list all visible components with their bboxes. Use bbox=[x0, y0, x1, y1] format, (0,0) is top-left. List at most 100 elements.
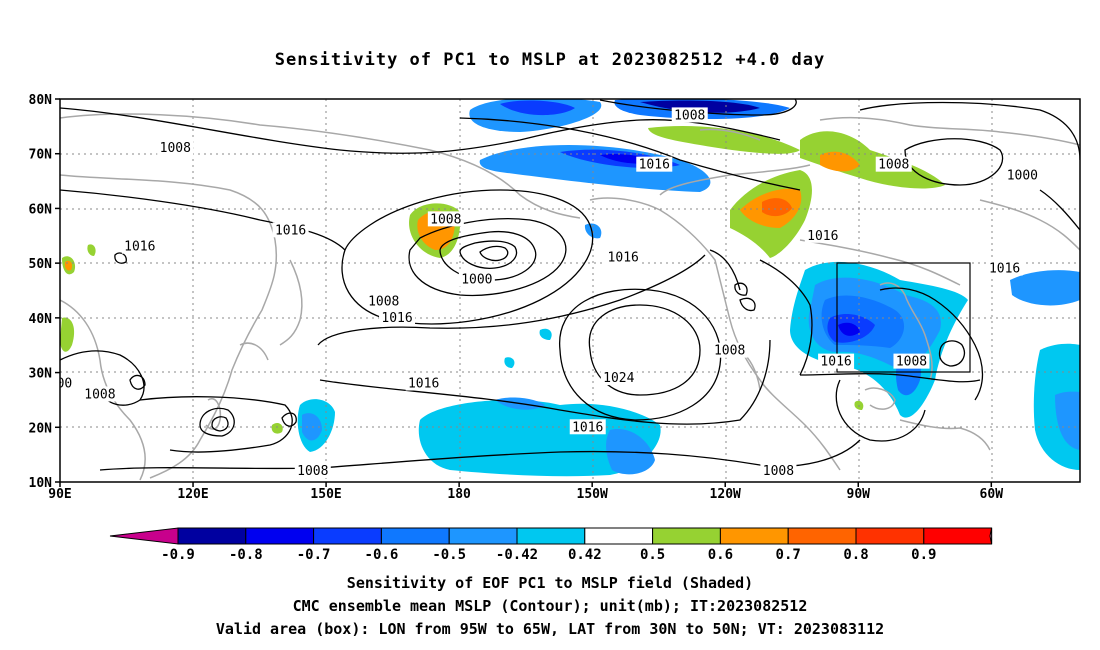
caption-contour: CMC ensemble mean MSLP (Contour); unit(m… bbox=[292, 597, 808, 615]
colorbar-swatch bbox=[380, 527, 450, 545]
contour-label-bg bbox=[379, 309, 416, 325]
contour-label: 1016 bbox=[124, 240, 155, 255]
caption-valid-area: Valid area (box): LON from 95W to 65W, L… bbox=[215, 620, 885, 638]
lat-tick-label: 70N bbox=[29, 148, 53, 163]
lon-tick-label: 180 bbox=[447, 487, 471, 502]
contour-label: 1016 bbox=[820, 355, 851, 370]
lat-tick-label: 60N bbox=[29, 202, 53, 217]
lat-tick-label: 10N bbox=[29, 476, 53, 491]
contour-label-bg bbox=[893, 353, 930, 369]
lon-tick-label: 150W bbox=[577, 487, 608, 502]
shade-negative bbox=[504, 357, 515, 368]
colorbar-label: -0.6 bbox=[365, 547, 399, 563]
contour-label-bg bbox=[760, 463, 797, 479]
contour-label-bg bbox=[804, 227, 841, 243]
contour-label: 1024 bbox=[603, 371, 634, 386]
contour-label-bg bbox=[365, 293, 402, 309]
colorbar-swatch bbox=[313, 527, 382, 545]
lon-tick-label: 60W bbox=[980, 487, 1004, 502]
colorbar-label: 0.5 bbox=[640, 547, 665, 563]
shade-negative bbox=[1010, 270, 1080, 306]
shade-negative bbox=[640, 100, 760, 113]
colorbar-label: -0.9 bbox=[161, 547, 195, 563]
contour-label-bg bbox=[636, 156, 673, 172]
lat-tick-label: 30N bbox=[29, 367, 53, 382]
contour-label-bg bbox=[121, 238, 158, 254]
contour-label-bg bbox=[294, 463, 331, 479]
contour-label: 1016 bbox=[639, 158, 670, 173]
contour-label-bg bbox=[600, 370, 637, 386]
contour-label: 1008 bbox=[368, 294, 399, 309]
contour-label: 1016 bbox=[807, 229, 838, 244]
contour-label-bg bbox=[671, 107, 708, 123]
plot-frame bbox=[59, 98, 1081, 483]
colorbar-swatch bbox=[245, 527, 315, 545]
colorbar-swatch bbox=[719, 527, 789, 545]
contour-label: 1008 bbox=[674, 108, 705, 123]
lat-tick-label: 80N bbox=[29, 93, 53, 108]
contour-label: 1008 bbox=[430, 212, 461, 227]
contour-label-bg bbox=[458, 271, 495, 287]
map-title: Sensitivity of PC1 to MSLP at 2023082512… bbox=[274, 50, 826, 70]
contour-label: 1008 bbox=[160, 141, 191, 156]
lon-tick-label: 120W bbox=[710, 487, 741, 502]
colorbar-label: -0.7 bbox=[297, 547, 331, 563]
contour-label-bg bbox=[986, 260, 1023, 276]
contour-label: 1008 bbox=[896, 355, 927, 370]
contour-label-bg bbox=[81, 386, 118, 402]
colorbar-label: 0.8 bbox=[843, 547, 868, 563]
colorbar-label: -0.42 bbox=[496, 547, 538, 563]
colorbar-under-triangle bbox=[109, 527, 179, 545]
contour-label: 1016 bbox=[608, 251, 639, 266]
colorbar-swatch bbox=[787, 527, 857, 545]
lon-tick-label: 90E bbox=[48, 487, 71, 502]
lat-tick-label: 40N bbox=[29, 312, 53, 327]
contour-label-bg bbox=[405, 375, 442, 391]
contour-label: 1008 bbox=[714, 344, 745, 359]
contour-label: 1008 bbox=[878, 158, 909, 173]
shade-negative bbox=[500, 100, 575, 116]
colorbar-label: -0.8 bbox=[229, 547, 263, 563]
colorbar-label: 0.42 bbox=[568, 547, 602, 563]
contour-label: 00 bbox=[57, 377, 73, 392]
contour-labels: 1008 1008 1016 1008 1000 1008 1016 1016 1016 1016… bbox=[57, 107, 1041, 479]
shade-positive bbox=[60, 317, 75, 352]
contour-label-bg bbox=[427, 211, 464, 227]
colorbar-swatch bbox=[584, 527, 654, 545]
valid-area-box bbox=[836, 262, 971, 373]
shade-positive bbox=[87, 244, 96, 256]
colorbar-over-triangle bbox=[989, 527, 993, 545]
shade-negative bbox=[838, 322, 860, 336]
lat-tick-label: 50N bbox=[29, 257, 53, 272]
contour-label: 1016 bbox=[989, 262, 1020, 277]
contour-label-bg bbox=[1004, 167, 1041, 183]
contour-label: 1016 bbox=[381, 311, 412, 326]
colorbar-label: 0.7 bbox=[776, 547, 801, 563]
shading-layer bbox=[60, 99, 1080, 477]
lon-tick-label: 90W bbox=[847, 487, 871, 502]
colorbar-swatch bbox=[516, 527, 586, 545]
contour-label-bg bbox=[818, 353, 855, 369]
lon-tick-label: 150E bbox=[310, 487, 341, 502]
contour-label-bg bbox=[272, 222, 309, 238]
contour-label: 1008 bbox=[297, 464, 328, 479]
contour-label-bg bbox=[711, 342, 748, 358]
colorbar-swatch bbox=[855, 527, 925, 545]
colorbar-swatch bbox=[177, 527, 247, 545]
shade-negative bbox=[584, 223, 602, 239]
contour-label-bg bbox=[569, 419, 606, 435]
shade-negative bbox=[539, 328, 552, 340]
shade-positive bbox=[648, 126, 800, 154]
mslp-contours bbox=[60, 99, 1080, 471]
colorbar: -0.9 -0.8 -0.7 -0.6 -0.5 -0.42 0.42 0.5 0.6 0.7 0.… bbox=[109, 527, 993, 563]
coastlines bbox=[60, 113, 1080, 481]
contour-label: 1016 bbox=[408, 377, 439, 392]
contour-label-bg bbox=[60, 375, 75, 391]
colorbar-label: 0.9 bbox=[911, 547, 936, 563]
colorbar-swatch bbox=[448, 527, 518, 545]
shade-positive bbox=[820, 151, 860, 172]
contour-label: 1016 bbox=[572, 420, 603, 435]
contour-label-bg bbox=[605, 249, 642, 265]
